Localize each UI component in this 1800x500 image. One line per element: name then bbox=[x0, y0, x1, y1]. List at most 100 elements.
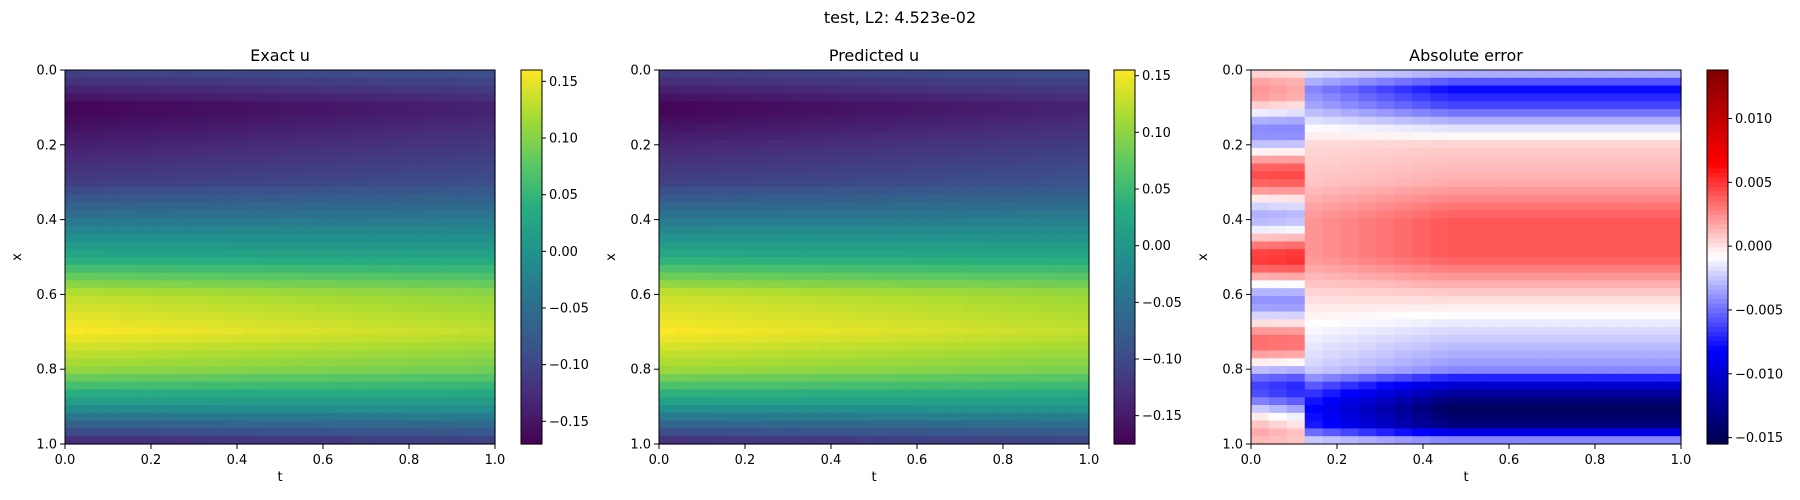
heatmap-cell bbox=[1483, 342, 1503, 352]
heatmap-cell bbox=[100, 295, 120, 305]
heatmap-cell bbox=[1322, 249, 1342, 258]
heatmap-cell bbox=[333, 295, 353, 305]
colorbar-segment bbox=[1114, 364, 1135, 370]
heatmap-cell bbox=[766, 101, 786, 110]
heatmap-cell bbox=[351, 366, 371, 375]
heatmap-cell bbox=[190, 171, 209, 180]
heatmap-cell bbox=[333, 249, 353, 258]
heatmap-cell bbox=[387, 381, 407, 391]
heatmap-cell bbox=[1627, 280, 1646, 289]
heatmap-cell bbox=[694, 342, 714, 352]
heatmap-cell bbox=[1645, 288, 1664, 297]
heatmap-cell bbox=[1035, 108, 1054, 118]
colorbar-segment bbox=[1114, 331, 1135, 338]
heatmap-cell bbox=[1573, 163, 1593, 172]
colorbar-segment bbox=[1114, 214, 1135, 221]
heatmap-cell bbox=[676, 194, 696, 204]
heatmap-cell bbox=[1537, 124, 1557, 133]
heatmap-cell bbox=[1035, 249, 1054, 258]
heatmap-cell bbox=[100, 163, 120, 172]
heatmap-cell bbox=[441, 420, 460, 430]
heatmap-cell bbox=[405, 140, 424, 149]
heatmap-cell bbox=[1053, 389, 1072, 398]
heatmap-cell bbox=[766, 389, 786, 398]
heatmap-cell bbox=[154, 257, 174, 266]
heatmap-cell bbox=[297, 272, 317, 281]
heatmap-cell bbox=[82, 350, 102, 359]
heatmap-cell bbox=[766, 210, 786, 219]
heatmap-cell bbox=[1483, 155, 1503, 165]
heatmap-cell bbox=[1268, 233, 1288, 243]
heatmap-cell bbox=[1627, 272, 1646, 281]
heatmap-cell bbox=[459, 405, 478, 414]
heatmap-cell bbox=[262, 358, 281, 367]
heatmap-cell bbox=[369, 124, 389, 133]
heatmap-cell bbox=[945, 405, 965, 414]
heatmap-cell bbox=[100, 202, 120, 211]
heatmap-cell bbox=[784, 319, 803, 328]
heatmap-cell bbox=[172, 334, 192, 344]
heatmap-cell bbox=[297, 366, 317, 375]
heatmap-cell bbox=[945, 171, 965, 180]
heatmap-cell bbox=[981, 303, 1001, 313]
heatmap-cell bbox=[208, 334, 227, 344]
heatmap-cell bbox=[1286, 70, 1306, 79]
heatmap-cell bbox=[1537, 272, 1557, 281]
heatmap-cell bbox=[1412, 140, 1431, 149]
heatmap-cell bbox=[802, 334, 821, 344]
heatmap-cell bbox=[909, 319, 929, 328]
heatmap-cell bbox=[405, 233, 424, 243]
colorbar-segment bbox=[521, 196, 542, 202]
heatmap-cell bbox=[1394, 93, 1413, 102]
axes-frame bbox=[658, 69, 1090, 445]
heatmap-cell bbox=[1448, 210, 1467, 219]
heatmap-cell bbox=[1394, 186, 1413, 196]
panel-title: Exact u bbox=[250, 46, 310, 65]
heatmap-cell bbox=[1071, 412, 1090, 422]
heatmap-cell bbox=[766, 334, 786, 344]
heatmap-cell bbox=[1268, 132, 1288, 141]
heatmap-cell bbox=[100, 405, 120, 414]
heatmap-cell bbox=[172, 327, 192, 336]
heatmap-cell bbox=[1609, 85, 1628, 94]
heatmap-cell bbox=[1466, 233, 1485, 243]
heatmap-cell bbox=[802, 288, 821, 297]
heatmap-cell bbox=[802, 233, 821, 243]
heatmap-cell bbox=[262, 257, 281, 266]
heatmap-cell bbox=[262, 249, 281, 258]
heatmap-cell bbox=[856, 303, 875, 313]
heatmap-cell bbox=[172, 163, 192, 172]
heatmap-cell bbox=[333, 303, 353, 313]
heatmap-cell bbox=[748, 295, 768, 305]
heatmap-cell bbox=[999, 194, 1018, 204]
heatmap-cell bbox=[945, 342, 965, 352]
heatmap-cell bbox=[1286, 319, 1306, 328]
heatmap-cell bbox=[65, 85, 84, 94]
heatmap-cell bbox=[351, 295, 371, 305]
heatmap-cell bbox=[802, 210, 821, 219]
heatmap-cell bbox=[1322, 218, 1342, 227]
heatmap-cell bbox=[999, 311, 1018, 320]
heatmap-cell bbox=[1555, 147, 1575, 157]
heatmap-cell bbox=[1573, 257, 1593, 266]
heatmap-cell bbox=[1412, 85, 1431, 94]
colorbar-segment bbox=[1114, 163, 1135, 169]
heatmap-cell bbox=[1322, 225, 1342, 235]
heatmap-cell bbox=[1340, 295, 1360, 305]
heatmap-cell bbox=[244, 249, 263, 258]
heatmap-cell bbox=[784, 218, 803, 227]
heatmap-cell bbox=[315, 295, 335, 305]
heatmap-cell bbox=[280, 233, 299, 243]
heatmap-cell bbox=[1412, 334, 1431, 344]
heatmap-cell bbox=[1304, 334, 1324, 344]
heatmap-cell bbox=[945, 257, 965, 266]
heatmap-cell bbox=[1394, 397, 1413, 406]
heatmap-cell bbox=[730, 147, 750, 157]
heatmap-cell bbox=[1412, 280, 1431, 289]
heatmap-cell bbox=[1430, 116, 1449, 126]
heatmap-cell bbox=[1573, 233, 1593, 243]
heatmap-cell bbox=[351, 257, 371, 266]
heatmap-cell bbox=[208, 280, 227, 289]
heatmap-cell bbox=[333, 420, 353, 430]
heatmap-cell bbox=[856, 171, 875, 180]
